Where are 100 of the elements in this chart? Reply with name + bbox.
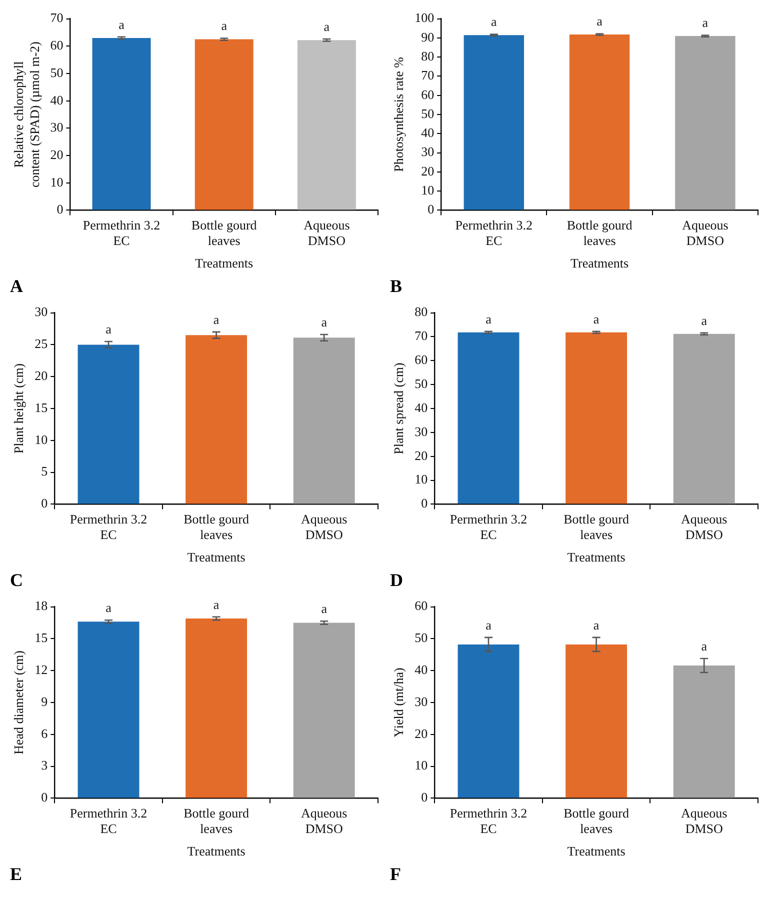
x-axis-title: Treatments [195, 256, 254, 271]
data-label: a [486, 311, 492, 326]
data-label: a [324, 18, 330, 34]
x-tick-label: Bottle gourd leaves [566, 217, 633, 248]
y-tick-label: 90 [421, 29, 434, 44]
y-tick-label: 10 [50, 174, 64, 190]
data-label: a [491, 14, 498, 30]
y-tick-label: 60 [50, 38, 64, 53]
x-axis-title: Treatments [567, 550, 626, 565]
y-tick-label: 20 [34, 368, 48, 384]
data-label: a [321, 601, 328, 616]
y-axis-title: Head diameter (cm) [11, 650, 26, 754]
y-axis-title: Plant height (cm) [11, 363, 26, 454]
x-axis-title: Treatments [570, 256, 629, 271]
x-tick-label: Bottle gourd leaves [184, 805, 250, 836]
text: D [390, 570, 404, 591]
y-axis-title: Plant spread (cm) [391, 362, 406, 454]
y-tick-label: 6 [41, 726, 48, 741]
data-label: a [106, 600, 112, 616]
y-tick-label: 12 [34, 662, 48, 678]
y-tick-label: 3 [41, 758, 48, 773]
text: E [10, 864, 24, 885]
x-tick-label: Permethrin 3.2 EC [82, 217, 160, 248]
data-label: a [221, 18, 228, 34]
y-tick-label: 30 [414, 424, 428, 439]
y-tick-label: 20 [414, 448, 428, 463]
x-tick-label: Permethrin 3.2 EC [70, 511, 148, 542]
y-tick-label: 0 [41, 790, 48, 805]
x-tick-label: Permethrin 3.2 EC [70, 805, 148, 836]
y-tick-label: 20 [50, 146, 64, 162]
y-tick-label: 10 [414, 758, 428, 773]
x-tick-label: Aqueous DMSO [680, 805, 728, 836]
y-tick-label: 70 [414, 328, 428, 344]
x-tick-label: Aqueous DMSO [304, 217, 350, 248]
x-tick-label: Aqueous DMSO [680, 511, 728, 542]
y-tick-label: 80 [414, 304, 428, 320]
data-label: a [701, 638, 708, 654]
data-label: a [321, 314, 328, 330]
data-label: a [701, 312, 708, 328]
y-tick-label: 9 [41, 694, 48, 709]
text: A [10, 276, 24, 297]
y-tick-label: 30 [34, 304, 48, 320]
data-label: a [106, 321, 112, 336]
data-label: a [213, 596, 220, 612]
y-tick-label: 25 [34, 336, 48, 352]
y-tick-label: 10 [414, 472, 428, 487]
y-tick-label: 40 [50, 92, 64, 108]
text: F [390, 864, 402, 885]
y-tick-label: 20 [414, 726, 428, 741]
y-tick-label: 15 [34, 400, 48, 415]
y-tick-label: 18 [34, 598, 48, 614]
y-tick-label: 40 [414, 400, 428, 415]
y-tick-label: 10 [421, 182, 434, 198]
data-label: a [213, 312, 220, 327]
y-tick-label: 60 [414, 352, 428, 368]
x-tick-label: Permethrin 3.2 EC [450, 805, 528, 836]
text: B [390, 276, 404, 297]
x-tick-label: Aqueous DMSO [682, 217, 728, 248]
y-axis-title: Yield (mt/ha) [391, 668, 406, 738]
data-label: a [486, 617, 492, 632]
y-tick-label: 20 [421, 163, 434, 178]
y-tick-label: 0 [421, 496, 428, 511]
y-tick-label: 30 [50, 120, 64, 135]
bar [78, 344, 140, 504]
x-axis-title: Treatments [567, 844, 626, 859]
y-tick-label: 70 [50, 10, 64, 26]
x-axis-title: Treatments [187, 844, 246, 859]
x-tick-label: Permethrin 3.2 EC [450, 511, 528, 542]
x-tick-label: Permethrin 3.2 EC [455, 217, 533, 248]
y-tick-label: 5 [41, 464, 48, 479]
data-label: a [118, 16, 125, 32]
y-tick-label: 0 [41, 496, 48, 511]
y-tick-label: 30 [421, 144, 434, 160]
bar [186, 335, 248, 504]
y-tick-label: 50 [414, 376, 428, 391]
y-tick-label: 100 [414, 10, 434, 26]
y-tick-label: 60 [414, 598, 428, 614]
y-tick-label: 40 [414, 662, 428, 678]
y-tick-label: 10 [34, 432, 48, 447]
y-tick-label: 50 [414, 630, 428, 646]
y-tick-label: 0 [421, 790, 428, 805]
bar [293, 338, 355, 504]
x-tick-label: Bottle gourd leaves [184, 511, 250, 542]
y-tick-label: 70 [421, 68, 434, 83]
y-axis-title: Relative chlorophyll content (SPAD) (µmol m-2) [11, 41, 42, 188]
y-tick-label: 30 [414, 694, 428, 709]
y-tick-label: 60 [421, 86, 434, 102]
x-tick-label: Bottle gourd leaves [564, 511, 630, 542]
y-tick-label: 50 [50, 64, 64, 80]
text: C [10, 570, 24, 591]
y-tick-label: 15 [34, 630, 48, 646]
x-tick-label: Aqueous DMSO [300, 805, 348, 836]
data-label: a [593, 311, 600, 326]
x-axis-title: Treatments [187, 550, 246, 565]
y-tick-label: 0 [428, 202, 434, 217]
x-tick-label: Aqueous DMSO [300, 511, 348, 542]
data-label: a [593, 617, 600, 632]
y-tick-label: 50 [421, 106, 434, 121]
y-tick-label: 0 [56, 202, 64, 217]
y-tick-label: 40 [421, 125, 434, 140]
